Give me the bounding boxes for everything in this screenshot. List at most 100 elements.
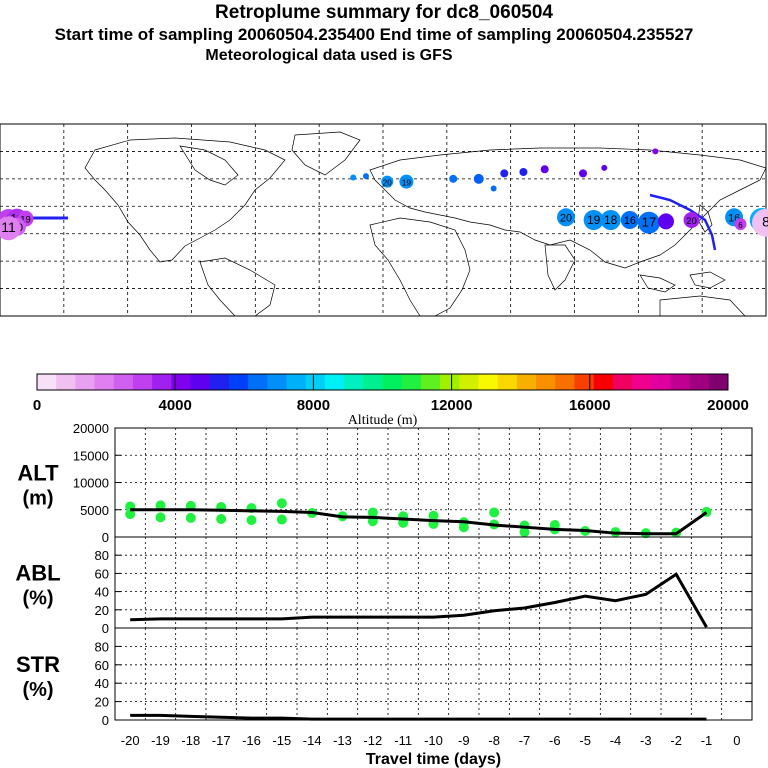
map-marker xyxy=(449,174,458,183)
colorbar-swatch xyxy=(37,374,57,390)
series-line xyxy=(130,508,708,536)
map-marker-label: 8 xyxy=(762,214,768,230)
coastlines xyxy=(84,131,767,317)
map-marker-label: 19 xyxy=(587,213,601,227)
colorbar-swatch xyxy=(152,374,172,390)
x-tick-label: -17 xyxy=(212,733,231,748)
colorbar-swatch xyxy=(286,374,307,390)
map-marker xyxy=(490,185,497,192)
colorbar-tick-label: 16000 xyxy=(569,397,611,414)
x-tick-label: -20 xyxy=(121,733,140,748)
colorbar-swatch xyxy=(75,374,96,390)
panel-alt: 20000 15000 10000 5000 0 ALT(m) xyxy=(17,421,753,545)
sampling-times: Start time of sampling 20060504.235400 E… xyxy=(54,25,694,44)
map-marker xyxy=(652,148,659,155)
x-tick-label: -15 xyxy=(272,733,291,748)
colorbar-label: Altitude (m) xyxy=(348,413,418,428)
data-point xyxy=(367,507,378,518)
colorbar-swatch xyxy=(593,374,614,390)
colorbar-swatch xyxy=(94,374,115,390)
colorbar-swatch xyxy=(363,374,383,390)
panel-ytick-label: 80 xyxy=(95,548,109,563)
x-tick-label: -6 xyxy=(549,733,561,748)
map-marker xyxy=(519,168,528,176)
x-axis-label: Travel time (days) xyxy=(366,751,501,768)
x-tick-label: -9 xyxy=(458,733,470,748)
map-marker xyxy=(620,211,639,229)
x-tick-label: -1 xyxy=(701,733,713,748)
colorbar-swatch xyxy=(401,374,422,390)
panel-frame xyxy=(114,536,753,629)
data-point xyxy=(489,507,500,518)
x-tick-label: -2 xyxy=(670,733,682,748)
colorbar-swatch xyxy=(670,374,691,390)
map-marker xyxy=(683,212,700,228)
x-tick-label: -3 xyxy=(640,733,652,748)
map-marker xyxy=(583,210,604,230)
colorbar-swatch xyxy=(171,374,192,390)
data-point xyxy=(519,527,530,538)
x-tick-label: -7 xyxy=(519,733,531,748)
map-marker xyxy=(556,208,575,227)
map-marker-label: 20 xyxy=(686,216,697,227)
map-marker xyxy=(752,208,768,237)
map-marker xyxy=(601,164,608,171)
map-marker xyxy=(399,174,414,189)
panel-ytick-label: 80 xyxy=(95,639,109,654)
colorbar-swatch xyxy=(228,374,249,390)
panel-frame xyxy=(114,627,753,721)
colorbar-swatch xyxy=(190,374,211,390)
x-tick-label: -14 xyxy=(303,733,322,748)
x-tick-label: -10 xyxy=(424,733,443,748)
map-marker xyxy=(637,211,660,234)
map-marker-label: 11 xyxy=(1,219,16,235)
colorbar-swatch xyxy=(113,374,134,390)
panel-ytick-label: 10000 xyxy=(73,476,109,491)
map-marker-label: 20 xyxy=(560,212,572,224)
x-tick-label: -12 xyxy=(363,733,382,748)
panel-title: STR xyxy=(16,652,60,677)
colorbar-swatch xyxy=(440,374,460,390)
data-point xyxy=(549,520,560,531)
colorbar-swatch xyxy=(305,374,326,390)
data-point xyxy=(246,515,257,526)
panel-ytick-label: 0 xyxy=(102,530,109,545)
data-point xyxy=(155,500,166,511)
panel-abl: 80 60 40 20 0 ABL(%) xyxy=(15,536,753,636)
map-marker xyxy=(600,210,621,230)
colorbar-swatch xyxy=(632,374,652,390)
panel-ytick-label: 15000 xyxy=(73,448,109,463)
panel-ytick-label: 0 xyxy=(102,713,109,728)
panel-ytick-label: 20 xyxy=(95,695,109,710)
map-marker xyxy=(734,218,747,231)
data-point xyxy=(276,514,287,525)
data-point xyxy=(216,514,227,525)
x-tick-label: -4 xyxy=(610,733,622,748)
panel-ytick-label: 60 xyxy=(95,566,109,581)
x-tick-label: -19 xyxy=(151,733,170,748)
world-map: 1181920112019201918161720161568 xyxy=(0,123,768,317)
panel-ytick-label: 20 xyxy=(95,603,109,618)
data-point xyxy=(125,509,136,520)
map-marker-label: 19 xyxy=(20,215,31,226)
panel-ytick-label: 40 xyxy=(95,585,109,600)
x-tick-label: 0 xyxy=(733,733,740,748)
map-markers: 1181920112019201918161720161568 xyxy=(0,148,768,241)
colorbar-swatch xyxy=(382,374,403,390)
panel-ytick-label: 40 xyxy=(95,676,109,691)
colorbar-swatch xyxy=(651,374,671,390)
altitude-colorbar: 0 4000 8000 12000 16000 20000 Altitude (m) xyxy=(33,373,749,428)
panel-ytick-label: 5000 xyxy=(80,503,109,518)
colorbar-frame xyxy=(36,373,729,391)
map-marker xyxy=(579,169,588,178)
map-marker xyxy=(350,174,357,181)
panel-ytick-label: 60 xyxy=(95,658,109,673)
page-title: Retroplume summary for dc8_060504 xyxy=(215,2,553,23)
panel-unit: (%) xyxy=(22,679,53,701)
map-marker-label: 16 xyxy=(624,215,636,227)
colorbar-swatch xyxy=(536,374,556,390)
map-marker xyxy=(473,173,484,184)
panel-unit: (m) xyxy=(22,488,53,510)
colorbar-tick-label: 20000 xyxy=(707,397,749,414)
